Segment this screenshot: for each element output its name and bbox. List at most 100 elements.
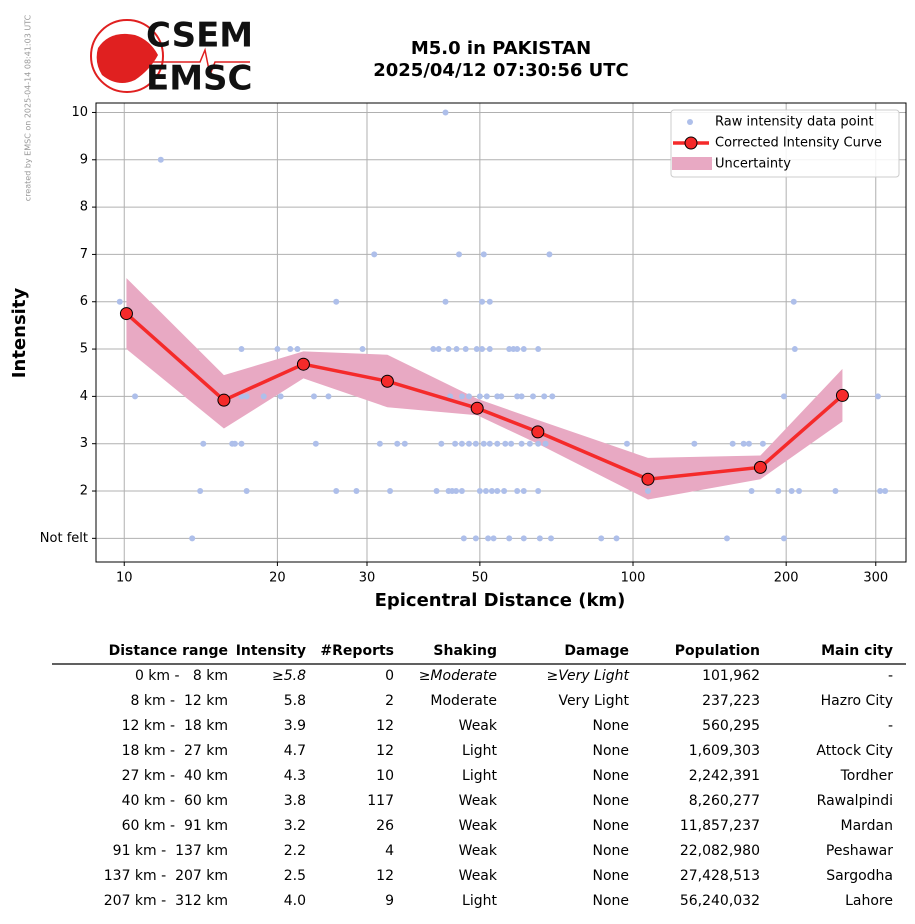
x-tick-label: 20 (269, 571, 286, 586)
plot: 10 20 30 50 100 200 300 Not felt 2 3 4 5 6 7 8 9 10 Raw i… (40, 102, 907, 586)
table-cell: Weak (459, 843, 498, 859)
data-point (458, 488, 465, 495)
logo-wave (150, 47, 250, 78)
table-cell: 4.0 (284, 893, 306, 909)
data-point (433, 488, 440, 495)
data-point (401, 440, 408, 447)
table-cell: Light (462, 743, 497, 759)
table-cell: 91 km - 137 km (113, 843, 228, 859)
data-point (486, 298, 493, 305)
table-header: Main city (821, 643, 893, 659)
curve-marker (641, 472, 655, 486)
table-cell: Moderate (430, 693, 497, 709)
data-point (535, 488, 542, 495)
chart-title: M5.0 in PAKISTAN (411, 38, 591, 59)
data-point (445, 346, 452, 353)
table-cell: 9 (385, 893, 394, 909)
data-point (740, 440, 747, 447)
data-point (479, 298, 486, 305)
table-cell: Weak (459, 793, 498, 809)
logo-top: CSEM (146, 16, 253, 56)
table-cell: 4 (385, 843, 394, 859)
table-cell: None (592, 818, 629, 834)
data-point (325, 393, 332, 400)
data-point (790, 298, 797, 305)
table-cell: 56,240,032 (680, 893, 760, 909)
data-point (456, 251, 463, 258)
table-cell: Light (462, 893, 497, 909)
data-point (132, 393, 139, 400)
table-cell: 560,295 (702, 718, 760, 734)
data-point (691, 440, 698, 447)
table-cell: 40 km - 60 km (122, 793, 228, 809)
curve-marker (470, 401, 484, 415)
table-header: Shaking (433, 643, 497, 659)
curve-marker (380, 374, 394, 388)
data-point (759, 440, 766, 447)
x-tick-label: 100 (621, 571, 646, 586)
data-point (613, 535, 620, 542)
data-point (442, 298, 449, 305)
data-point (502, 440, 509, 447)
legend-label: Uncertainty (715, 157, 791, 172)
table-cell: 22,082,980 (680, 843, 760, 859)
x-tick-label: 30 (359, 571, 376, 586)
data-point (514, 488, 521, 495)
y-tick-label: 2 (80, 484, 88, 499)
data-point (598, 535, 605, 542)
curve-marker (531, 425, 545, 439)
curve-marker (217, 393, 231, 407)
table-cell: Mardan (840, 818, 893, 834)
credit: created by EMSC on 2025-04-14 08:41:03 U… (24, 14, 33, 201)
data-point (483, 393, 490, 400)
data-point (791, 346, 798, 353)
data-point (430, 346, 437, 353)
data-point (780, 393, 787, 400)
table-cell: Weak (459, 718, 498, 734)
data-point (644, 488, 651, 495)
data-point (796, 488, 803, 495)
table-cell: 10 (376, 768, 394, 784)
data-point (238, 393, 245, 400)
data-point (877, 488, 884, 495)
data-point (518, 393, 525, 400)
table-cell: 5.8 (284, 693, 306, 709)
data-point (520, 535, 527, 542)
y-tick-label: 9 (80, 152, 88, 167)
data-point (312, 440, 319, 447)
data-point (476, 393, 483, 400)
data-point (535, 346, 542, 353)
data-point (438, 440, 445, 447)
data-point (494, 440, 501, 447)
table-cell: 4.3 (284, 768, 306, 784)
data-point (353, 488, 360, 495)
x-tick-label: 10 (116, 571, 133, 586)
data-point (453, 346, 460, 353)
table-cell: ≥Moderate (419, 668, 497, 684)
data-point (486, 440, 493, 447)
table-cell: None (592, 893, 629, 909)
y-tick-label: 5 (80, 342, 88, 357)
data-point (501, 488, 508, 495)
data-point (452, 440, 459, 447)
data-point (729, 440, 736, 447)
table-cell: None (592, 793, 629, 809)
data-point (832, 488, 839, 495)
chart-subtitle: 2025/04/12 07:30:56 UTC (373, 60, 629, 81)
data-point (472, 535, 479, 542)
table-cell: Hazro City (821, 693, 893, 709)
x-tick-label: 200 (774, 571, 799, 586)
data-point (788, 488, 795, 495)
table-cell: - (888, 668, 893, 684)
data-point (518, 440, 525, 447)
y-tick-label: 6 (80, 294, 88, 309)
table-cell: 2.2 (284, 843, 306, 859)
table-cell: Attock City (816, 743, 893, 759)
table-cell: None (592, 868, 629, 884)
data-point (465, 440, 472, 447)
table-cell: 8 km - 12 km (130, 693, 228, 709)
table-cell: 207 km - 312 km (104, 893, 228, 909)
logo: CSEM EMSC (90, 16, 253, 99)
data-point (488, 488, 495, 495)
x-axis-label: Epicentral Distance (km) (375, 590, 626, 611)
